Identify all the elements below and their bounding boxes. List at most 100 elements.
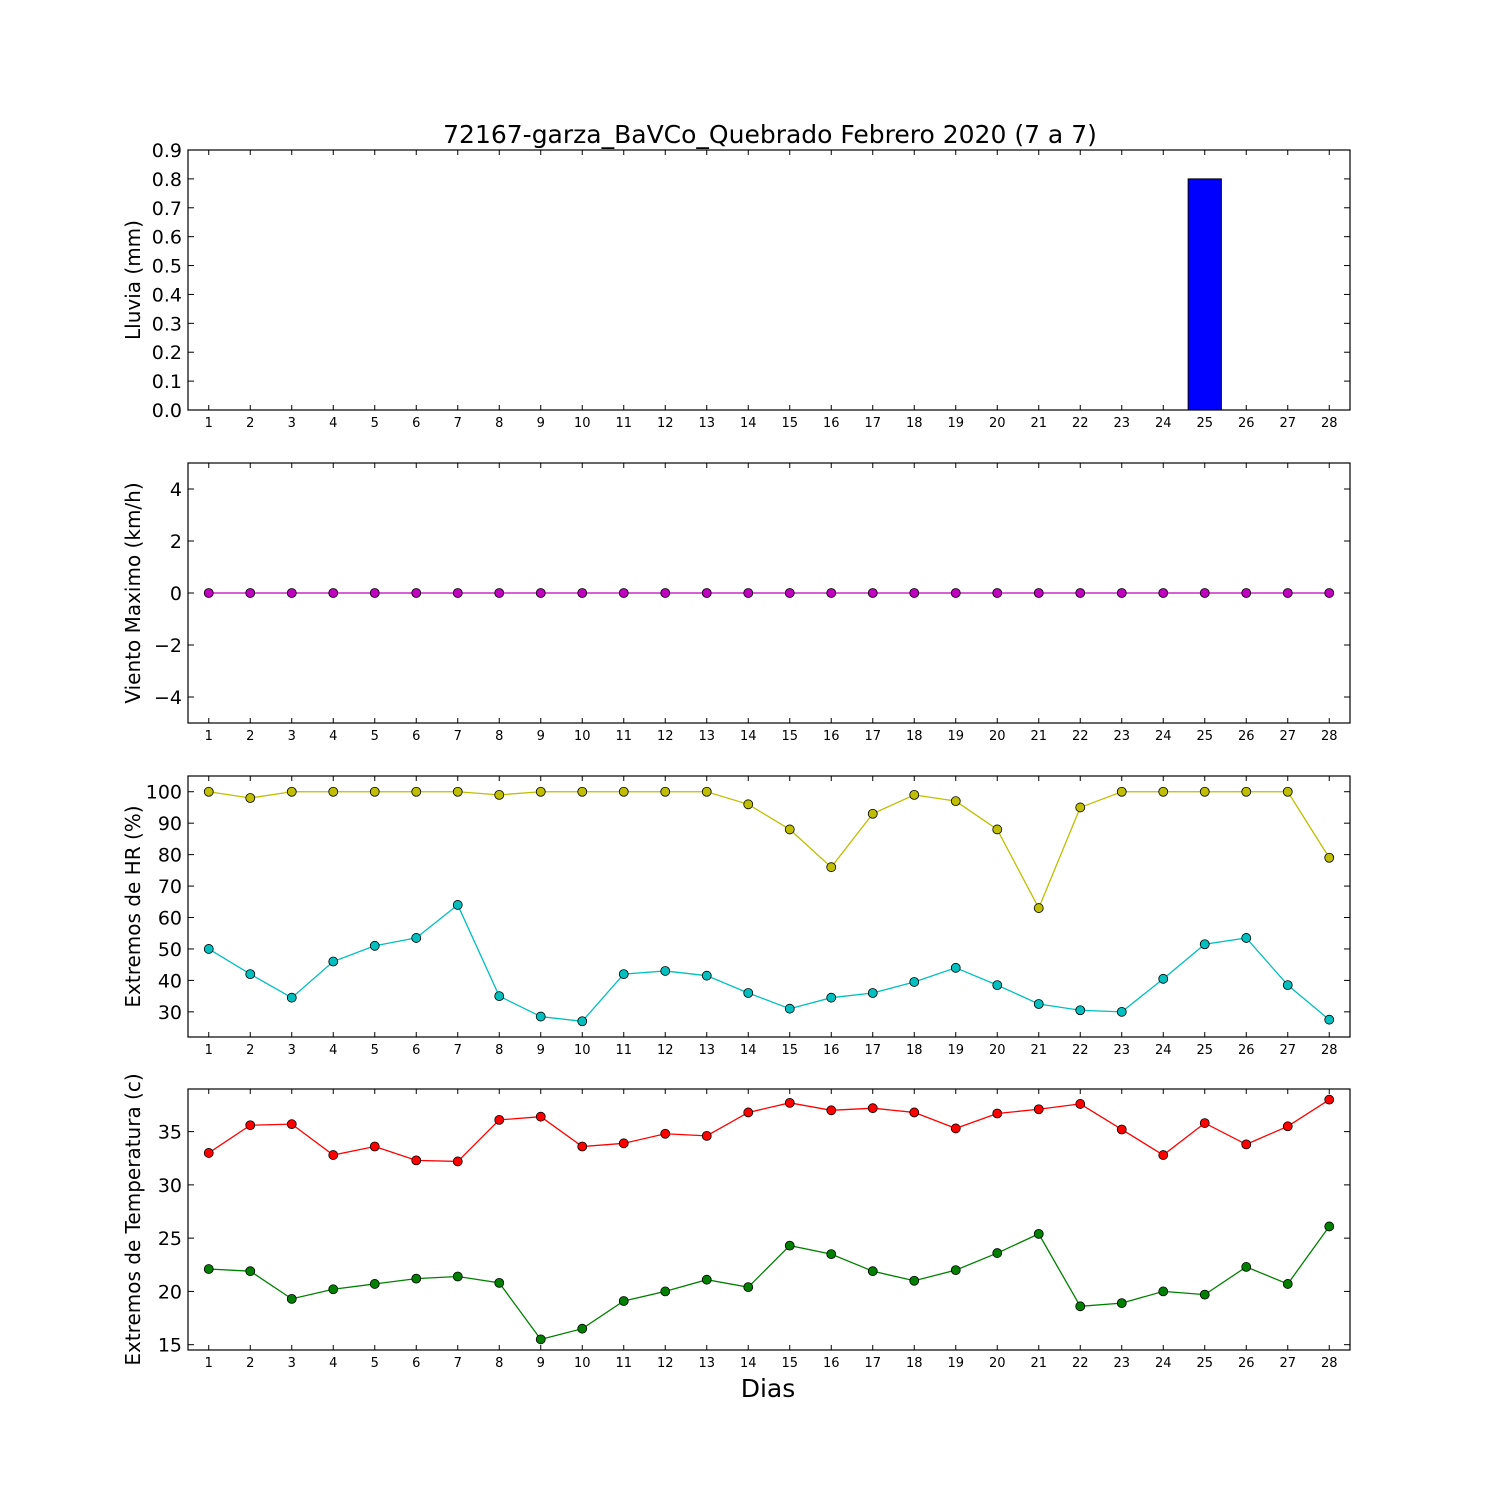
series-1-point-day-2 — [245, 588, 256, 598]
series-1-point-day-1 — [203, 786, 214, 797]
plot-frame — [187, 1088, 1351, 1351]
series-1-point-day-11 — [618, 588, 629, 598]
series-1-point-day-4 — [328, 1150, 339, 1160]
x-tick-label: 25 — [1196, 416, 1213, 431]
x-tick-label: 3 — [288, 416, 296, 431]
x-tick-label: 8 — [495, 1043, 503, 1058]
series-2-point-day-10 — [577, 1016, 588, 1027]
x-tick-label: 11 — [615, 1043, 632, 1058]
series-2-point-day-23 — [1116, 1006, 1127, 1017]
series-1-point-day-17 — [867, 588, 878, 598]
x-tick-label: 16 — [823, 729, 840, 744]
x-tick-label: 16 — [823, 1356, 840, 1371]
series-2-point-day-5 — [369, 1279, 380, 1289]
x-tick-label: 1 — [205, 416, 213, 431]
series-1-point-day-22 — [1075, 802, 1086, 813]
series-2-point-day-23 — [1116, 1298, 1127, 1309]
x-tick-label: 12 — [657, 1356, 674, 1371]
series-2-point-day-2 — [245, 1266, 256, 1277]
series-1-point-day-14 — [743, 799, 754, 810]
y-axis-label: Extremos de HR (%) — [121, 805, 145, 1007]
x-tick-label: 27 — [1279, 1356, 1296, 1371]
x-tick-label: 15 — [781, 416, 798, 431]
x-tick-label: 17 — [864, 1356, 881, 1371]
series-1-point-day-9 — [535, 786, 546, 797]
series-1-point-day-3 — [286, 588, 297, 598]
x-tick-label: 20 — [989, 1043, 1006, 1058]
y-axis-label: Viento Maximo (km/h) — [121, 482, 145, 703]
x-tick-label: 18 — [906, 416, 923, 431]
series-1-point-day-25 — [1199, 588, 1210, 598]
x-tick-label: 4 — [329, 729, 337, 744]
series-2-point-day-18 — [909, 977, 920, 987]
series-1-point-day-24 — [1158, 786, 1169, 797]
series-1-point-day-15 — [784, 824, 795, 835]
x-tick-label: 9 — [537, 729, 545, 744]
series-1-point-day-17 — [867, 808, 878, 819]
x-tick-label: 2 — [246, 1356, 254, 1371]
x-tick-label: 4 — [329, 1043, 337, 1058]
series-1-point-day-16 — [826, 862, 837, 873]
series-1-point-day-15 — [784, 588, 795, 598]
series-2-point-day-22 — [1075, 1301, 1086, 1312]
series-2-point-day-14 — [743, 988, 754, 998]
series-1-point-day-2 — [245, 793, 256, 803]
series-2-point-day-22 — [1075, 1005, 1086, 1016]
x-tick-label: 13 — [698, 1043, 715, 1058]
x-tick-label: 19 — [947, 1043, 964, 1058]
series-1-point-day-14 — [743, 1107, 754, 1118]
x-tick-label: 13 — [698, 416, 715, 431]
series-1-point-day-20 — [992, 588, 1003, 598]
series-2-point-day-6 — [411, 1273, 422, 1284]
series-1-point-day-11 — [618, 1138, 629, 1149]
x-tick-label: 9 — [537, 1356, 545, 1371]
y-tick-label: 15 — [158, 1335, 182, 1357]
y-tick-label: 2 — [170, 531, 182, 553]
y-tick-label: 50 — [158, 939, 182, 961]
chart-title: 72167-garza_BaVCo_Quebrado Febrero 2020 … — [443, 120, 1097, 149]
series-1-point-day-3 — [286, 1119, 297, 1130]
series-2-point-day-26 — [1241, 933, 1252, 943]
x-tick-label: 26 — [1238, 729, 1255, 744]
x-tick-label: 13 — [698, 729, 715, 744]
series-1-point-day-24 — [1158, 1150, 1169, 1160]
y-tick-label: 0.2 — [152, 342, 182, 364]
y-tick-label: 0.7 — [152, 198, 182, 220]
series-1-point-day-19 — [950, 1123, 961, 1134]
x-tick-label: 27 — [1279, 1043, 1296, 1058]
x-tick-label: 21 — [1030, 729, 1047, 744]
series-2-point-day-20 — [992, 980, 1003, 991]
y-tick-label: 20 — [158, 1281, 182, 1303]
y-axis-label: Extremos de Temperatura (c) — [121, 1073, 145, 1365]
x-tick-label: 11 — [615, 1356, 632, 1371]
x-tick-label: 14 — [740, 1043, 757, 1058]
x-tick-label: 12 — [657, 416, 674, 431]
x-tick-label: 25 — [1196, 729, 1213, 744]
series-1-point-day-11 — [618, 786, 629, 797]
x-tick-label: 7 — [454, 1356, 462, 1371]
x-tick-label: 24 — [1155, 416, 1172, 431]
series-2-point-day-19 — [950, 1265, 961, 1276]
x-tick-label: 28 — [1321, 729, 1338, 744]
x-tick-label: 22 — [1072, 1043, 1089, 1058]
series-2-point-day-2 — [245, 969, 256, 980]
series-2-point-day-10 — [577, 1323, 588, 1334]
x-tick-label: 17 — [864, 416, 881, 431]
x-tick-label: 7 — [454, 1043, 462, 1058]
series-1-point-day-26 — [1241, 588, 1252, 598]
x-tick-label: 10 — [574, 1043, 591, 1058]
series-1-point-day-1 — [203, 1148, 214, 1158]
x-tick-label: 11 — [615, 416, 632, 431]
x-tick-label: 2 — [246, 416, 254, 431]
x-tick-label: 21 — [1030, 416, 1047, 431]
series-1-point-day-19 — [950, 588, 961, 598]
panel-1: 0.00.10.20.30.40.50.60.70.80.91 2 3 4 5 6 7 8 9 1… — [121, 140, 1351, 431]
x-tick-label: 26 — [1238, 1043, 1255, 1058]
series-2-point-day-24 — [1158, 1286, 1169, 1297]
series-2-point-day-27 — [1282, 980, 1293, 991]
series-2-point-day-16 — [826, 1249, 837, 1260]
series-1-point-day-4 — [328, 588, 339, 598]
series-2-point-day-28 — [1324, 1014, 1335, 1025]
series-1-point-day-21 — [1033, 588, 1044, 598]
